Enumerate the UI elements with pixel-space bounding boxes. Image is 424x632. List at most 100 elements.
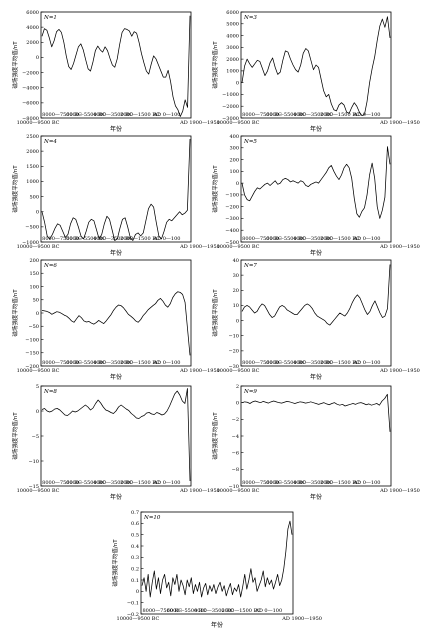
chart-panel-1: 6000 4000 2000 0 −2000 −4000 −6000 −800010000—9… — [11, 10, 220, 133]
y-tick-label: −100 — [225, 193, 239, 199]
y-tick-label: 0.5 — [131, 532, 139, 538]
x-tick-label: 6000—5500 BC — [66, 480, 106, 486]
chart-panel-2: 6000 5000 4000 3000 2000 1000 0 −1000 −2000 −3000… — [211, 10, 420, 133]
y-tick-label: −2 — [232, 417, 239, 423]
y-tick-label: −1000 — [222, 92, 239, 98]
x-tick-label: 4000—3500 BC — [93, 480, 133, 486]
y-tick-label: 50 — [33, 298, 39, 304]
x-tick-label: 10000—9500 BC — [17, 368, 60, 374]
x-axis-label: 年份 — [110, 373, 122, 381]
y-tick-label: −500 — [225, 240, 239, 246]
x-tick-label: 6000—5500 BC — [266, 360, 306, 366]
y-tick-label: 2000 — [226, 57, 239, 63]
x-tick-label: AD 0—100 — [254, 608, 282, 614]
x-tick-label: AD 0—100 — [153, 236, 181, 242]
plot-frame — [40, 135, 192, 243]
y-tick-label: 2000 — [26, 40, 39, 46]
x-axis-label: 年份 — [110, 125, 122, 133]
y-tick-label: −4 — [232, 434, 239, 440]
y-tick-label: −5 — [32, 434, 39, 440]
x-axis-label: 年份 — [310, 493, 322, 501]
y-tick-label: 300 — [229, 146, 239, 152]
y-tick-label: 500 — [29, 194, 39, 200]
x-tick-label: 4000—3500 BC — [93, 360, 133, 366]
chart-panel-3: 2500 2000 1500 1000 500 0 −500 −100010000—9500 … — [11, 134, 220, 257]
x-tick-label: 10000—9500 BC — [217, 488, 260, 494]
x-tick-label: 6000—5500 BC — [167, 608, 207, 614]
x-tick-label: AD 1900—1950 — [179, 244, 220, 250]
y-tick-label: 0.2 — [131, 566, 139, 572]
y-tick-label: −10 — [228, 484, 239, 490]
x-tick-label: AD 1900—1950 — [379, 488, 420, 494]
x-tick-label: AD 0—100 — [353, 360, 381, 366]
y-tick-label: 0 — [236, 318, 239, 324]
panel-n-label: N=8 — [43, 389, 57, 395]
y-tick-label: 0 — [136, 589, 139, 595]
y-tick-label: 0.4 — [131, 544, 139, 550]
x-tick-label: 10000—9500 BC — [17, 244, 60, 250]
panel-n-label: N=3 — [243, 15, 257, 21]
y-tick-label: 100 — [29, 284, 39, 290]
y-tick-label: −200 — [225, 204, 239, 210]
plot-frame — [240, 135, 392, 243]
chart-panel-9: 0.7 0.6 0.5 0.4 0.3 0.2 0.1 0 −0.1 −0.210000—9500… — [111, 510, 322, 629]
y-tick-label: 3000 — [226, 45, 239, 51]
y-tick-label: 100 — [229, 169, 239, 175]
x-tick-label: 6000—5500 BC — [266, 112, 306, 118]
y-tick-label: −2000 — [222, 104, 239, 110]
x-tick-label: AD 0—100 — [353, 480, 381, 486]
y-tick-label: 2500 — [26, 134, 39, 140]
y-tick-label: 0 — [236, 400, 239, 406]
panel-n-label: N=10 — [143, 515, 161, 521]
x-tick-label: 8000—7500 BC — [242, 360, 282, 366]
y-axis-label: 磁场强度平均值/nT — [11, 289, 19, 337]
y-tick-label: 0 — [36, 311, 39, 317]
x-tick-label: AD 1900—1950 — [179, 368, 220, 374]
series-line — [241, 264, 391, 326]
x-tick-label: AD 0—100 — [353, 112, 381, 118]
y-tick-label: −10 — [28, 459, 39, 465]
x-tick-label: 4000—3500 BC — [293, 360, 333, 366]
x-tick-label: 10000—9500 BC — [17, 488, 60, 494]
x-tick-label: AD 0—100 — [353, 236, 381, 242]
x-tick-label: 4000—3500 BC — [93, 112, 133, 118]
panel-n-label: N=4 — [43, 139, 57, 145]
y-tick-label: −15 — [28, 484, 39, 490]
x-tick-label: 2000—1500 BC — [120, 480, 160, 486]
x-axis-label: 年份 — [310, 373, 322, 381]
y-tick-label: 5000 — [226, 22, 239, 28]
x-tick-label: 8000—7500 BC — [42, 236, 82, 242]
x-axis-label: 年份 — [110, 493, 122, 501]
y-tick-label: −6 — [232, 450, 239, 456]
y-tick-label: 2 — [236, 384, 239, 390]
y-tick-label: −6000 — [22, 101, 39, 107]
series-line — [241, 146, 391, 219]
y-tick-label: 0 — [36, 55, 39, 61]
y-tick-label: −10 — [228, 334, 239, 340]
plot-frame — [240, 385, 392, 487]
y-tick-label: −300 — [225, 216, 239, 222]
y-axis-label: 磁场强度平均值/nT — [11, 165, 19, 213]
x-tick-label: 10000—9500 BC — [217, 120, 260, 126]
y-tick-label: −0.1 — [127, 600, 139, 606]
plot-frame — [240, 259, 392, 367]
y-tick-label: 0 — [236, 80, 239, 86]
series-line — [141, 520, 293, 598]
x-tick-label: 8000—7500 BC — [242, 236, 282, 242]
x-tick-label: 8000—7500 BC — [242, 480, 282, 486]
x-tick-label: 10000—9500 BC — [217, 368, 260, 374]
y-tick-label: 150 — [29, 271, 39, 277]
x-tick-label: 10000—9500 BC — [117, 616, 160, 622]
x-tick-label: AD 1900—1950 — [379, 244, 420, 250]
y-tick-label: −200 — [25, 364, 39, 370]
x-tick-label: AD 1900—1950 — [379, 368, 420, 374]
x-axis-label: 年份 — [211, 621, 223, 629]
chart-panel-4: 400 300 200 100 0 −100 −200 −300 −400 −50010000—9… — [211, 134, 420, 257]
x-tick-label: 8000—7500 BC — [142, 608, 182, 614]
panel-n-label: N=6 — [43, 263, 57, 269]
y-tick-label: 1000 — [226, 69, 239, 75]
y-axis-label: 磁场强度平均值/nT — [211, 41, 219, 89]
y-axis-label: 磁场强度平均值/nT — [11, 41, 19, 89]
x-tick-label: 6000—5500 BC — [66, 236, 106, 242]
